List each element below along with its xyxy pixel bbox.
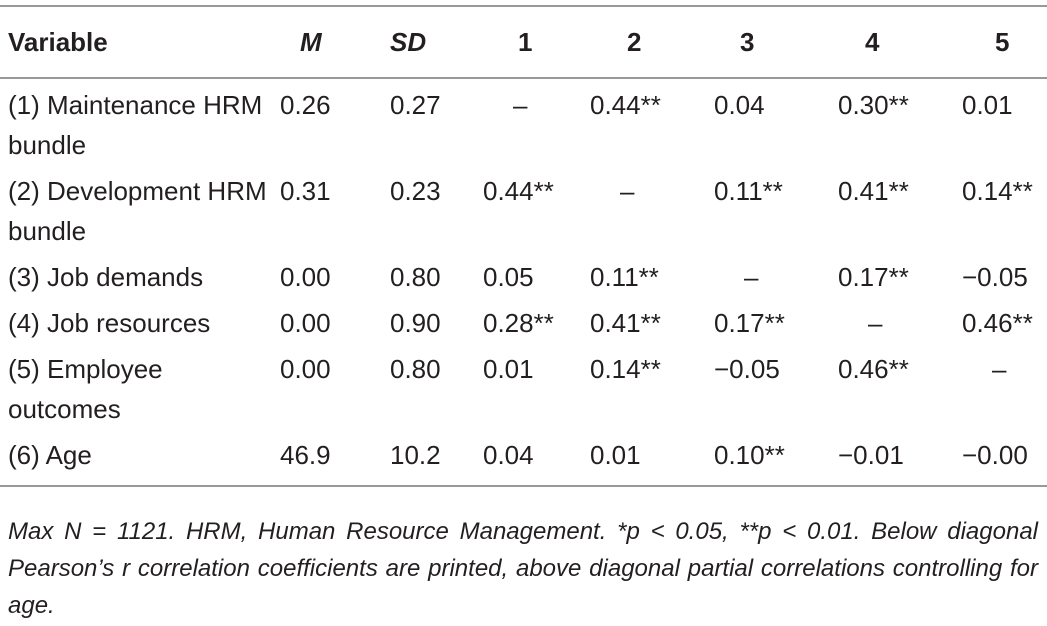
header-cell: SD	[390, 26, 427, 57]
header-row: Variable M SD 1 2 3 4 5	[0, 6, 1047, 78]
value-cell: −0.00	[962, 440, 1028, 470]
value-cell: −0.01	[838, 440, 904, 470]
variable-cell: (2) Development HRM bundle	[8, 176, 267, 246]
table-row: (5) Employee outcomes 0.00 0.80 0.01 0.14** −…	[0, 343, 1047, 429]
value-cell: 0.46**	[838, 354, 909, 384]
value-cell: −0.05	[962, 262, 1028, 292]
value-cell: −0.05	[714, 354, 780, 384]
value-cell: –	[513, 90, 528, 120]
value-cell: 0.41**	[838, 176, 909, 206]
value-cell: 0.14**	[962, 176, 1033, 206]
value-cell: 0.00	[280, 308, 331, 338]
value-cell: 0.80	[390, 354, 441, 384]
value-cell: 0.46**	[962, 308, 1033, 338]
value-cell: 0.23	[390, 176, 441, 206]
table-row: (4) Job resources 0.00 0.90 0.28** 0.41** 0.1…	[0, 297, 1047, 343]
header-cell: 3	[740, 26, 755, 57]
value-cell: 10.2	[390, 440, 441, 470]
header-cell: Variable	[8, 26, 108, 57]
value-cell: 0.44**	[483, 176, 554, 206]
table-row: (3) Job demands 0.00 0.80 0.05 0.11** – 0.17**…	[0, 251, 1047, 297]
value-cell: 0.27	[390, 90, 441, 120]
header-cell: M	[300, 26, 322, 57]
value-cell: 0.10**	[714, 440, 785, 470]
header-cell: 2	[627, 26, 642, 57]
table-body: (1) Maintenance HRM bundle 0.26 0.27 – 0.44*…	[0, 78, 1047, 486]
value-cell: 0.90	[390, 308, 441, 338]
variable-cell: (1) Maintenance HRM bundle	[8, 90, 263, 160]
value-cell: 0.04	[483, 440, 534, 470]
value-cell: –	[992, 354, 1007, 384]
value-cell: –	[868, 308, 883, 338]
value-cell: 0.01	[483, 354, 534, 384]
table-row: (6) Age 46.9 10.2 0.04 0.01 0.10** −0.01 −0.00	[0, 429, 1047, 486]
value-cell: 0.80	[390, 262, 441, 292]
value-cell: 0.01	[590, 440, 641, 470]
value-cell: 0.26	[280, 90, 331, 120]
value-cell: 46.9	[280, 440, 331, 470]
value-cell: 0.00	[280, 354, 331, 384]
value-cell: 0.44**	[590, 90, 661, 120]
value-cell: 0.11**	[590, 262, 659, 292]
value-cell: 0.04	[714, 90, 765, 120]
value-cell: 0.17**	[838, 262, 909, 292]
value-cell: 0.01	[962, 90, 1013, 120]
value-cell: 0.28**	[483, 308, 554, 338]
value-cell: 0.11**	[714, 176, 783, 206]
value-cell: 0.05	[483, 262, 534, 292]
correlation-table: Variable M SD 1 2 3 4 5 (1) Maintenance HRM bun…	[0, 5, 1047, 487]
value-cell: 0.30**	[838, 90, 909, 120]
table-row: (1) Maintenance HRM bundle 0.26 0.27 – 0.44*…	[0, 78, 1047, 165]
header-cell: 4	[865, 26, 880, 57]
table-note: Max N = 1121. HRM, Human Resource Manage…	[8, 518, 1038, 619]
value-cell: 0.00	[280, 262, 331, 292]
variable-cell: (5) Employee outcomes	[8, 354, 163, 424]
header-cell: 5	[995, 26, 1010, 57]
value-cell: –	[620, 176, 635, 206]
value-cell: 0.41**	[590, 308, 661, 338]
variable-cell: (6) Age	[8, 440, 92, 470]
header-cell: 1	[518, 26, 533, 57]
value-cell: 0.31	[280, 176, 331, 206]
variable-cell: (3) Job demands	[8, 262, 204, 292]
value-cell: –	[744, 262, 759, 292]
value-cell: 0.17**	[714, 308, 785, 338]
table-row: (2) Development HRM bundle 0.31 0.23 0.44**…	[0, 165, 1047, 251]
value-cell: 0.14**	[590, 354, 661, 384]
variable-cell: (4) Job resources	[8, 308, 211, 338]
